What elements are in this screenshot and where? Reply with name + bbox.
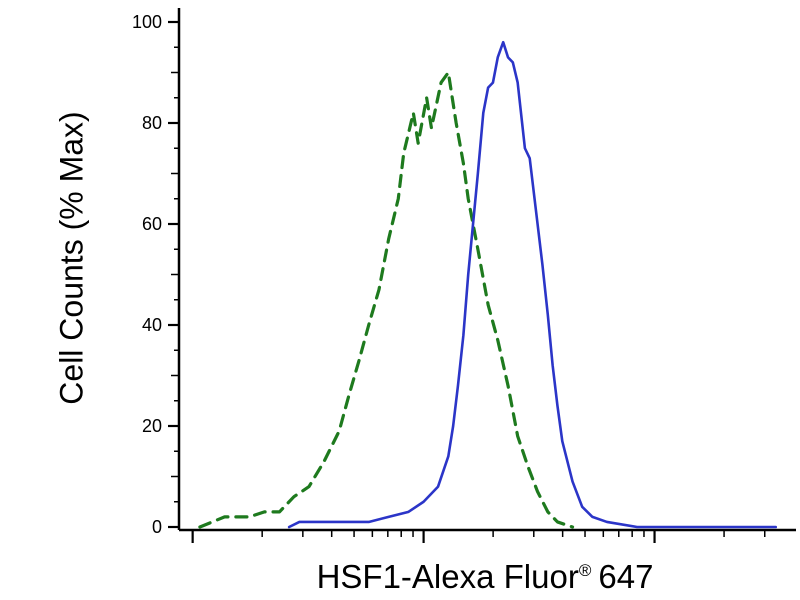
y-tick-label: 80 <box>142 113 162 133</box>
x-axis-label-main: HSF1-Alexa Fluor <box>316 558 579 595</box>
x-axis-label: HSF1-Alexa Fluor® 647 <box>317 558 654 596</box>
y-axis-label: Cell Counts (% Max) <box>53 111 90 405</box>
y-tick-label: 0 <box>152 517 162 537</box>
series-green-dashed-control <box>198 70 575 529</box>
y-tick-label: 100 <box>132 12 162 32</box>
y-tick-label: 20 <box>142 416 162 436</box>
series-blue-solid-stained <box>287 40 778 529</box>
y-tick-label: 40 <box>142 315 162 335</box>
y-tick-label: 60 <box>142 214 162 234</box>
x-axis-label-suffix: 647 <box>598 558 654 595</box>
registered-trademark-symbol: ® <box>578 561 592 580</box>
